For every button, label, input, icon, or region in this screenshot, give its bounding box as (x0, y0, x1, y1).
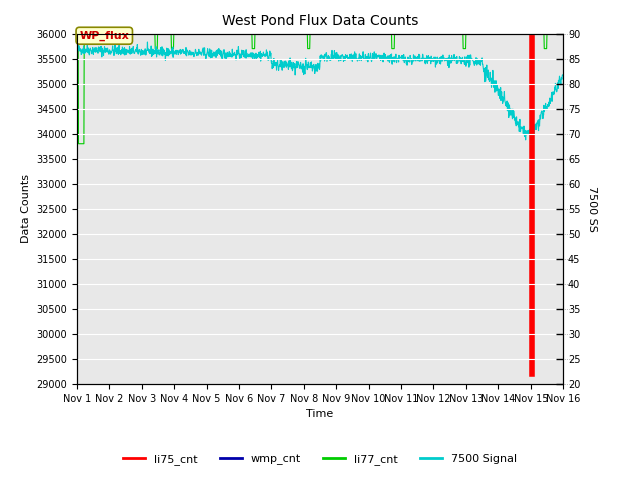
li77_cnt (236, 31, 244, 36)
li77_cnt (170, 46, 177, 51)
li77_cnt (396, 31, 403, 36)
li77_cnt (73, 31, 81, 36)
7500 Signal (502, 103, 509, 108)
wmp_cnt (395, 31, 403, 37)
li77_cnt (502, 31, 509, 36)
7500 Signal (459, 58, 467, 64)
li77_cnt (559, 31, 567, 36)
li77_cnt (75, 141, 83, 146)
7500 Signal (559, 72, 567, 78)
7500 Signal (143, 39, 151, 45)
Line: li77_cnt: li77_cnt (77, 34, 563, 144)
7500 Signal (236, 56, 244, 61)
7500 Signal (396, 56, 403, 62)
wmp_cnt (559, 31, 567, 37)
li77_cnt (182, 31, 189, 36)
li77_cnt (459, 31, 467, 36)
Text: WP_flux: WP_flux (79, 31, 129, 41)
Legend: li75_cnt, wmp_cnt, li77_cnt, 7500 Signal: li75_cnt, wmp_cnt, li77_cnt, 7500 Signal (118, 450, 522, 469)
wmp_cnt (502, 31, 509, 37)
7500 Signal (170, 50, 177, 56)
7500 Signal (182, 48, 189, 54)
Y-axis label: Data Counts: Data Counts (20, 174, 31, 243)
Title: West Pond Flux Data Counts: West Pond Flux Data Counts (222, 14, 418, 28)
7500 Signal (73, 46, 81, 51)
wmp_cnt (170, 31, 177, 37)
X-axis label: Time: Time (307, 409, 333, 419)
Line: 7500 Signal: 7500 Signal (77, 42, 563, 140)
wmp_cnt (459, 31, 467, 37)
wmp_cnt (236, 31, 243, 37)
wmp_cnt (73, 31, 81, 37)
7500 Signal (522, 137, 529, 143)
Y-axis label: 7500 SS: 7500 SS (588, 186, 597, 232)
wmp_cnt (181, 31, 189, 37)
